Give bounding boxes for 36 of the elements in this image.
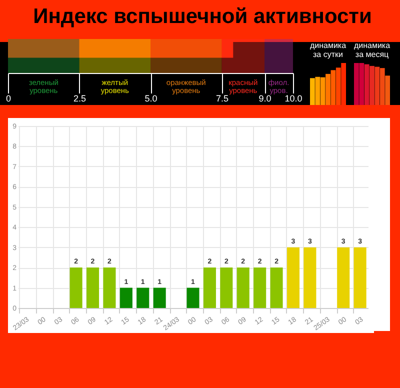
bar [153, 288, 166, 308]
bar [336, 68, 341, 105]
bar [380, 68, 385, 105]
bar [186, 288, 200, 308]
bar [220, 268, 233, 308]
chart-title: динамика за сутки [310, 41, 347, 59]
bar [315, 76, 320, 105]
bar [304, 247, 316, 308]
bar [320, 77, 326, 105]
bar [286, 247, 300, 308]
bar [120, 288, 132, 308]
bar [270, 268, 283, 308]
x-tick-label: 2.5 [73, 94, 86, 104]
bar [203, 268, 216, 308]
x-tick-label: 7.5 [216, 94, 229, 104]
bar [136, 288, 150, 308]
x-tick-label: 5.0 [144, 94, 158, 104]
bar [330, 70, 336, 105]
bar [385, 76, 390, 105]
chart-title: динамика за месяц [354, 41, 391, 59]
bar [70, 268, 82, 308]
bar [337, 247, 350, 308]
bar [370, 66, 374, 105]
bar [364, 64, 370, 105]
bar [86, 268, 100, 308]
bar [326, 74, 330, 105]
bar [341, 63, 346, 105]
bar [374, 66, 380, 105]
bar [310, 78, 315, 105]
bar [103, 268, 116, 308]
bar [354, 247, 366, 308]
chart-title: Индекс вспышечной активности [33, 5, 372, 28]
bar [254, 268, 266, 308]
x-tick-label: 9.0 [258, 94, 272, 104]
x-tick-label: 10.0 [284, 94, 302, 104]
bar [236, 268, 250, 308]
